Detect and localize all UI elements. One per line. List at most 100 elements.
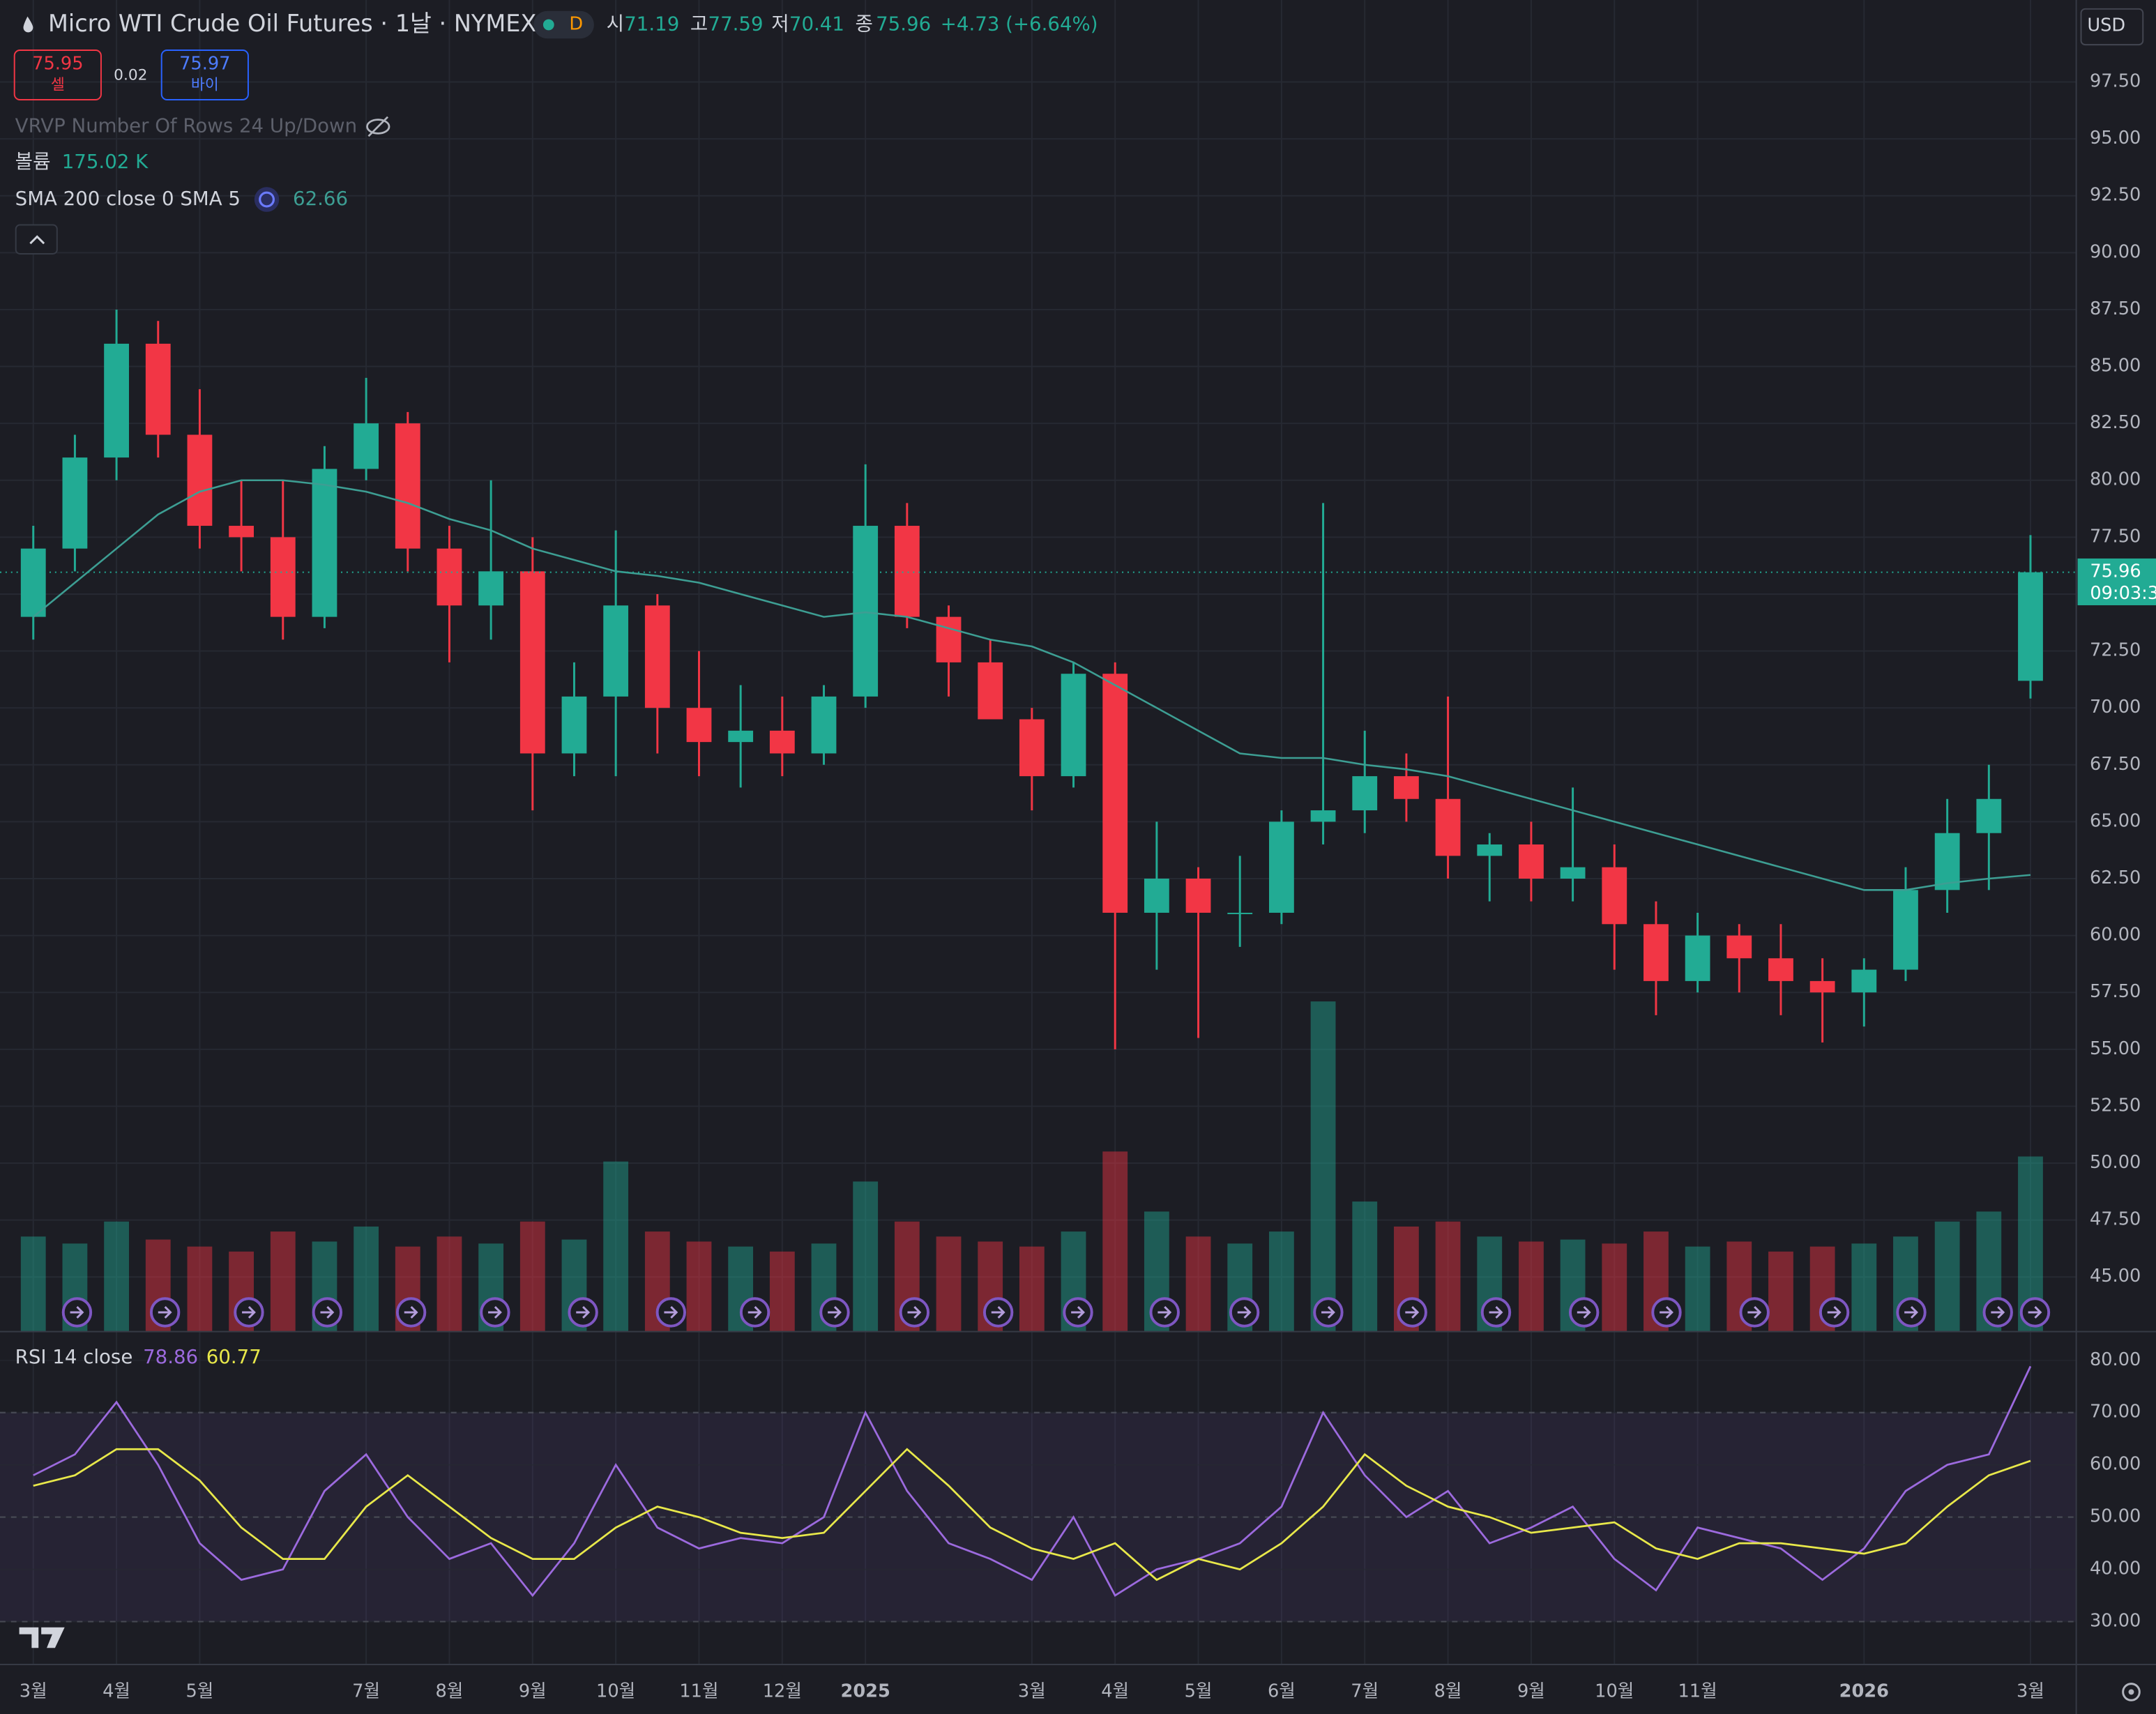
y-tick-label: 50.00 — [2090, 1152, 2141, 1173]
x-tick-label: 10월 — [596, 1681, 635, 1701]
candle-body — [1851, 969, 1877, 993]
event-arrow — [576, 1306, 591, 1319]
candle-body — [2018, 572, 2043, 681]
volume-legend[interactable]: 볼륨 — [15, 150, 51, 173]
volume-bar — [686, 1241, 712, 1332]
buy-button[interactable] — [160, 50, 249, 101]
event-arrow — [1827, 1306, 1842, 1319]
y-tick-label: 50.00 — [2090, 1506, 2141, 1527]
volume-value: 175.02 K — [62, 150, 149, 173]
sma-line — [32, 479, 2031, 891]
candle-body — [1519, 844, 1544, 879]
y-tick-label: 72.50 — [2090, 640, 2141, 661]
high-value: 77.59 — [708, 13, 764, 36]
y-tick-label: 57.50 — [2090, 981, 2141, 1002]
sma-icon[interactable] — [254, 187, 280, 212]
candle-body — [894, 526, 920, 617]
volume-bar — [1185, 1236, 1211, 1332]
candle-body — [1268, 821, 1294, 913]
event-arrow — [828, 1306, 842, 1319]
event-arrow — [404, 1306, 418, 1319]
event-arrow — [1660, 1306, 1673, 1319]
open-value: 71.19 — [624, 13, 679, 36]
volume-bar — [436, 1236, 462, 1332]
y-tick-label: 97.50 — [2090, 71, 2141, 92]
market-status — [542, 19, 554, 31]
event-arrow — [1747, 1306, 1762, 1319]
buy-price[interactable]: 75.97 — [179, 54, 230, 75]
open-label: 시 — [607, 13, 624, 36]
volume-bar — [1768, 1251, 1793, 1332]
currency-box[interactable] — [2080, 8, 2144, 46]
event-arrow — [1237, 1306, 1252, 1319]
candle-body — [1310, 810, 1336, 822]
y-tick-label: 95.00 — [2090, 128, 2141, 149]
candle-body — [1102, 674, 1128, 913]
x-tick-label: 4월 — [103, 1681, 130, 1701]
volume-bar — [1685, 1246, 1710, 1332]
candle-body — [354, 423, 379, 469]
rsi-line — [33, 1448, 2031, 1582]
sma-legend[interactable]: SMA 200 close 0 SMA 5 — [15, 187, 241, 210]
y-tick-label: 90.00 — [2090, 241, 2141, 262]
x-tick-label: 2026 — [1839, 1681, 1889, 1701]
symbol-title[interactable]: Micro WTI Crude Oil Futures · 1날 · NYMEX — [48, 10, 536, 37]
collapse-button[interactable] — [15, 224, 58, 255]
y-tick-label: 87.50 — [2090, 298, 2141, 319]
event-arrow — [664, 1306, 678, 1319]
vrvp-legend[interactable]: VRVP Number Of Rows 24 Up/Down — [15, 114, 357, 137]
y-tick-label: 67.50 — [2090, 754, 2141, 775]
candle-body — [1185, 879, 1211, 913]
candle-body — [936, 616, 962, 662]
sell-price[interactable]: 75.95 — [32, 54, 83, 75]
settings-icon[interactable] — [2122, 1683, 2141, 1701]
sell-button[interactable] — [13, 50, 102, 101]
low-value: 70.41 — [789, 13, 844, 36]
event-arrow — [1321, 1306, 1335, 1319]
rsi-legend[interactable]: RSI 14 close — [15, 1345, 133, 1368]
x-tick-label: 9월 — [1517, 1681, 1545, 1701]
candle-body — [1768, 958, 1793, 981]
volume-bar — [1352, 1201, 1378, 1332]
candle-body — [1477, 844, 1503, 856]
candle-body — [811, 696, 837, 754]
candle-body — [1643, 924, 1669, 981]
volume-bar — [187, 1246, 213, 1332]
candle-body — [769, 730, 795, 754]
event-arrow — [1405, 1306, 1420, 1319]
logo[interactable] — [19, 1627, 65, 1648]
spread: 0.02 — [114, 66, 147, 84]
volume-bar — [1519, 1241, 1544, 1332]
status-pill — [533, 10, 594, 39]
buy-label[interactable]: 바이 — [191, 76, 219, 93]
x-tick-label: 3월 — [20, 1681, 47, 1701]
volume-bar — [603, 1161, 629, 1332]
candle-body — [853, 526, 879, 697]
y-tick-label: 65.00 — [2090, 810, 2141, 831]
candle-body — [270, 537, 296, 617]
candle-body — [478, 571, 504, 606]
candle-body — [395, 423, 420, 549]
sell-label[interactable]: 셀 — [51, 76, 65, 93]
x-tick-label: 8월 — [436, 1681, 464, 1701]
candle-body — [561, 696, 587, 754]
x-tick-label: 3월 — [1018, 1681, 1046, 1701]
currency[interactable]: USD — [2087, 15, 2125, 36]
candle-body — [1144, 879, 1169, 913]
sma-value: 62.66 — [293, 187, 348, 210]
x-tick-label: 5월 — [185, 1681, 213, 1701]
candle-body — [1019, 719, 1045, 777]
x-tick-label: 9월 — [519, 1681, 547, 1701]
candle-body — [1435, 798, 1461, 856]
y-tick-label: 45.00 — [2090, 1266, 2141, 1287]
event-arrow — [747, 1306, 762, 1319]
hide-icon[interactable] — [366, 116, 390, 137]
volume-bar — [1310, 1001, 1336, 1332]
candle-body — [686, 708, 712, 743]
x-tick-label: 11월 — [1678, 1681, 1717, 1701]
candle-body — [519, 571, 545, 754]
last-price: 75.96 — [2090, 561, 2141, 582]
volume-bar — [1934, 1221, 1960, 1332]
candle-body — [104, 343, 129, 458]
